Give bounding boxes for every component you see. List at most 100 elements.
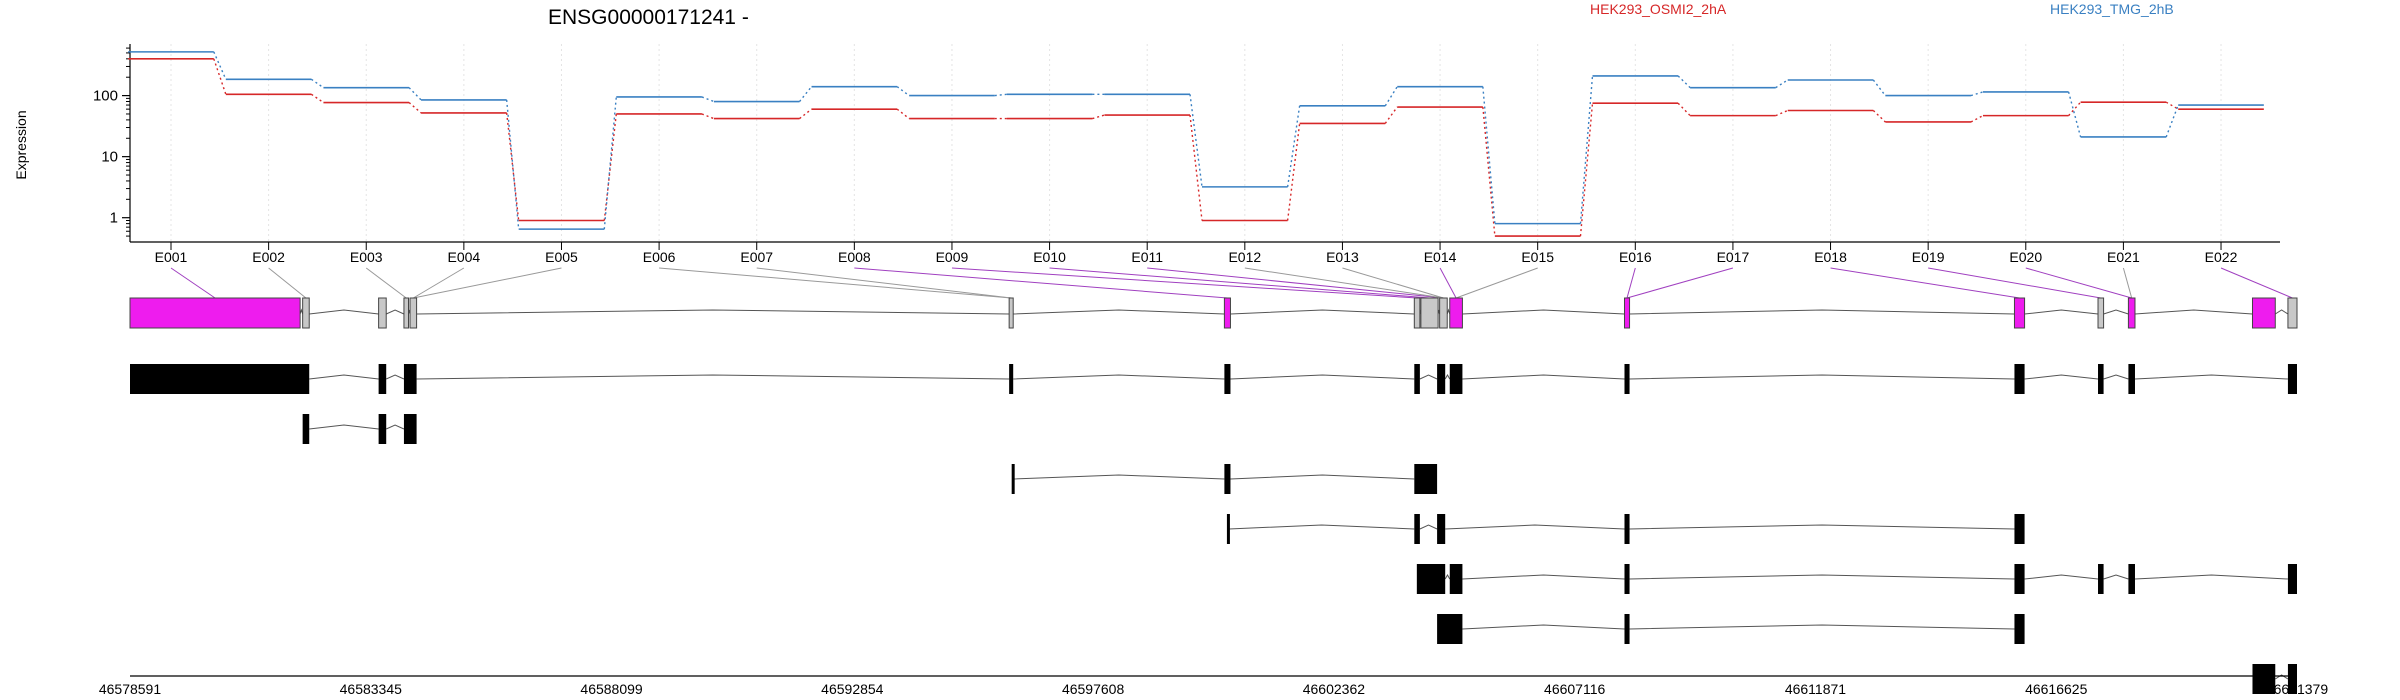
bin-connector-line	[1049, 267, 1430, 299]
series-2-connector	[994, 93, 1007, 97]
transcript-exon-box	[1449, 364, 1463, 394]
genomic-tick-label: 46597608	[1062, 681, 1125, 697]
bin-connector-line	[413, 267, 562, 299]
series-2-connector	[1579, 75, 1594, 224]
x-tick-label: E021	[2107, 249, 2140, 265]
bin-connector-line	[1626, 267, 1636, 299]
gene-intron-line	[2103, 309, 2129, 315]
gene-exon-box	[2097, 297, 2105, 329]
genomic-coordinate-axis: 46578591 46583345 46588099 46592854 46597608…	[99, 675, 2328, 697]
expression-plot: 1 10 100 E001 E002 E003 E004 E005 E006 E007 E008 E0…	[93, 44, 2280, 265]
series-1-connector	[1482, 106, 1496, 237]
series-1-connector	[213, 58, 227, 95]
bin-connector-line	[413, 267, 465, 299]
x-tick-label: E005	[545, 249, 578, 265]
legend-label-series-1: HEK293_OSMI2_2hA	[1590, 1, 1727, 17]
x-tick-label: E002	[252, 249, 285, 265]
transcript-exon-box	[1624, 614, 1630, 644]
x-tick-label: E013	[1326, 249, 1359, 265]
transcript-intron-line	[1462, 374, 1625, 380]
gene-intron-line	[2134, 309, 2253, 315]
transcript-intron-line	[1228, 524, 1415, 530]
transcript-exon-box	[1414, 464, 1438, 494]
transcript-exon-box	[1437, 514, 1446, 544]
bin-connector-line	[170, 267, 216, 299]
gene-intron-line	[309, 309, 379, 315]
gene-exon-box	[2013, 297, 2026, 329]
series-2-connector	[1970, 91, 1984, 97]
y-axis-label: Expression	[13, 110, 29, 179]
series-2-connector	[603, 96, 617, 230]
gene-exon-box	[1439, 297, 1448, 329]
gene-exon-box	[2287, 297, 2298, 329]
transcript-intron-line	[1419, 374, 1438, 380]
gene-intron-line	[1230, 309, 1415, 315]
genomic-tick-label: 46611871	[1785, 681, 1846, 697]
x-tick-label: E007	[740, 249, 773, 265]
series-1-connector	[1092, 114, 1105, 120]
y-tick-label: 10	[101, 149, 118, 166]
transcript-exon-box	[2014, 564, 2025, 594]
bin-connector-line	[1455, 267, 1538, 299]
transcript-intron-line	[1230, 474, 1415, 480]
y-tick-label: 100	[93, 88, 118, 105]
bin-connector-line	[1147, 267, 1444, 299]
series-1-connector	[896, 108, 910, 120]
genomic-tick-label: 46607116	[1544, 681, 1605, 697]
transcript-exon-box	[2287, 564, 2297, 594]
transcript-intron-line	[2134, 374, 2288, 380]
gene-exon-box	[1623, 297, 1631, 329]
transcript-intron-line	[1445, 524, 1625, 530]
transcript-exon-box	[1624, 364, 1630, 394]
transcript-exon-box	[1414, 514, 1420, 544]
series-1-connector	[1189, 114, 1203, 221]
chart-title: ENSG00000171241 -	[548, 6, 749, 29]
gene-exon-box	[1449, 297, 1463, 329]
series-2-connector	[2165, 104, 2179, 138]
transcript-exon-box	[1224, 464, 1231, 494]
series-2-connector	[1286, 105, 1301, 187]
transcript-exon-box	[1414, 364, 1420, 394]
transcript-exon-box	[302, 414, 310, 444]
gene-exon-box	[302, 297, 310, 329]
transcript-exon-box	[1437, 364, 1446, 394]
series-2-connector	[1677, 75, 1691, 89]
x-tick-label: E022	[2205, 249, 2238, 265]
transcript-intron-line	[1444, 573, 1451, 580]
transcript-exon-box	[2287, 664, 2297, 694]
x-tick-label: E004	[448, 249, 481, 265]
transcript-exon-box	[403, 364, 417, 394]
series-2-connector	[408, 87, 422, 101]
y-tick-label: 1	[110, 210, 118, 227]
series-1-connector	[701, 113, 715, 120]
genomic-tick-label: 46588099	[580, 681, 643, 697]
gene-exon-box	[1223, 297, 1231, 329]
gene-exon-box	[1008, 297, 1014, 329]
bin-connector-line	[2122, 267, 2133, 299]
series-1-connector	[505, 112, 520, 221]
x-tick-label: E016	[1619, 249, 1652, 265]
gene-intron-line	[416, 309, 1010, 315]
bin-connector-line	[1244, 267, 1444, 299]
transcript-intron-line	[1629, 374, 2015, 380]
transcript-exon-box	[2014, 364, 2025, 394]
series-2-connector	[1775, 79, 1789, 89]
transcript-exon-box	[2098, 364, 2104, 394]
bin-connector-line	[365, 267, 407, 299]
transcript-exon-box	[378, 414, 387, 444]
transcript-exon-box	[2128, 364, 2135, 394]
transcript-intron-line	[2275, 674, 2289, 680]
gene-exon-box	[2251, 297, 2276, 329]
bin-connector-line	[2220, 267, 2293, 299]
gene-exon-box	[403, 297, 409, 329]
bin-connector-line	[268, 267, 307, 299]
gene-intron-line	[386, 309, 405, 315]
transcript-intron-line	[1444, 373, 1451, 380]
x-tick-label: E014	[1424, 249, 1457, 265]
transcript-intron-line	[1629, 524, 2015, 530]
transcript-exon-box	[1624, 564, 1630, 594]
transcript-exon-box	[2014, 614, 2025, 644]
transcript-intron-line	[2103, 574, 2129, 580]
x-tick-label: E020	[2009, 249, 2042, 265]
